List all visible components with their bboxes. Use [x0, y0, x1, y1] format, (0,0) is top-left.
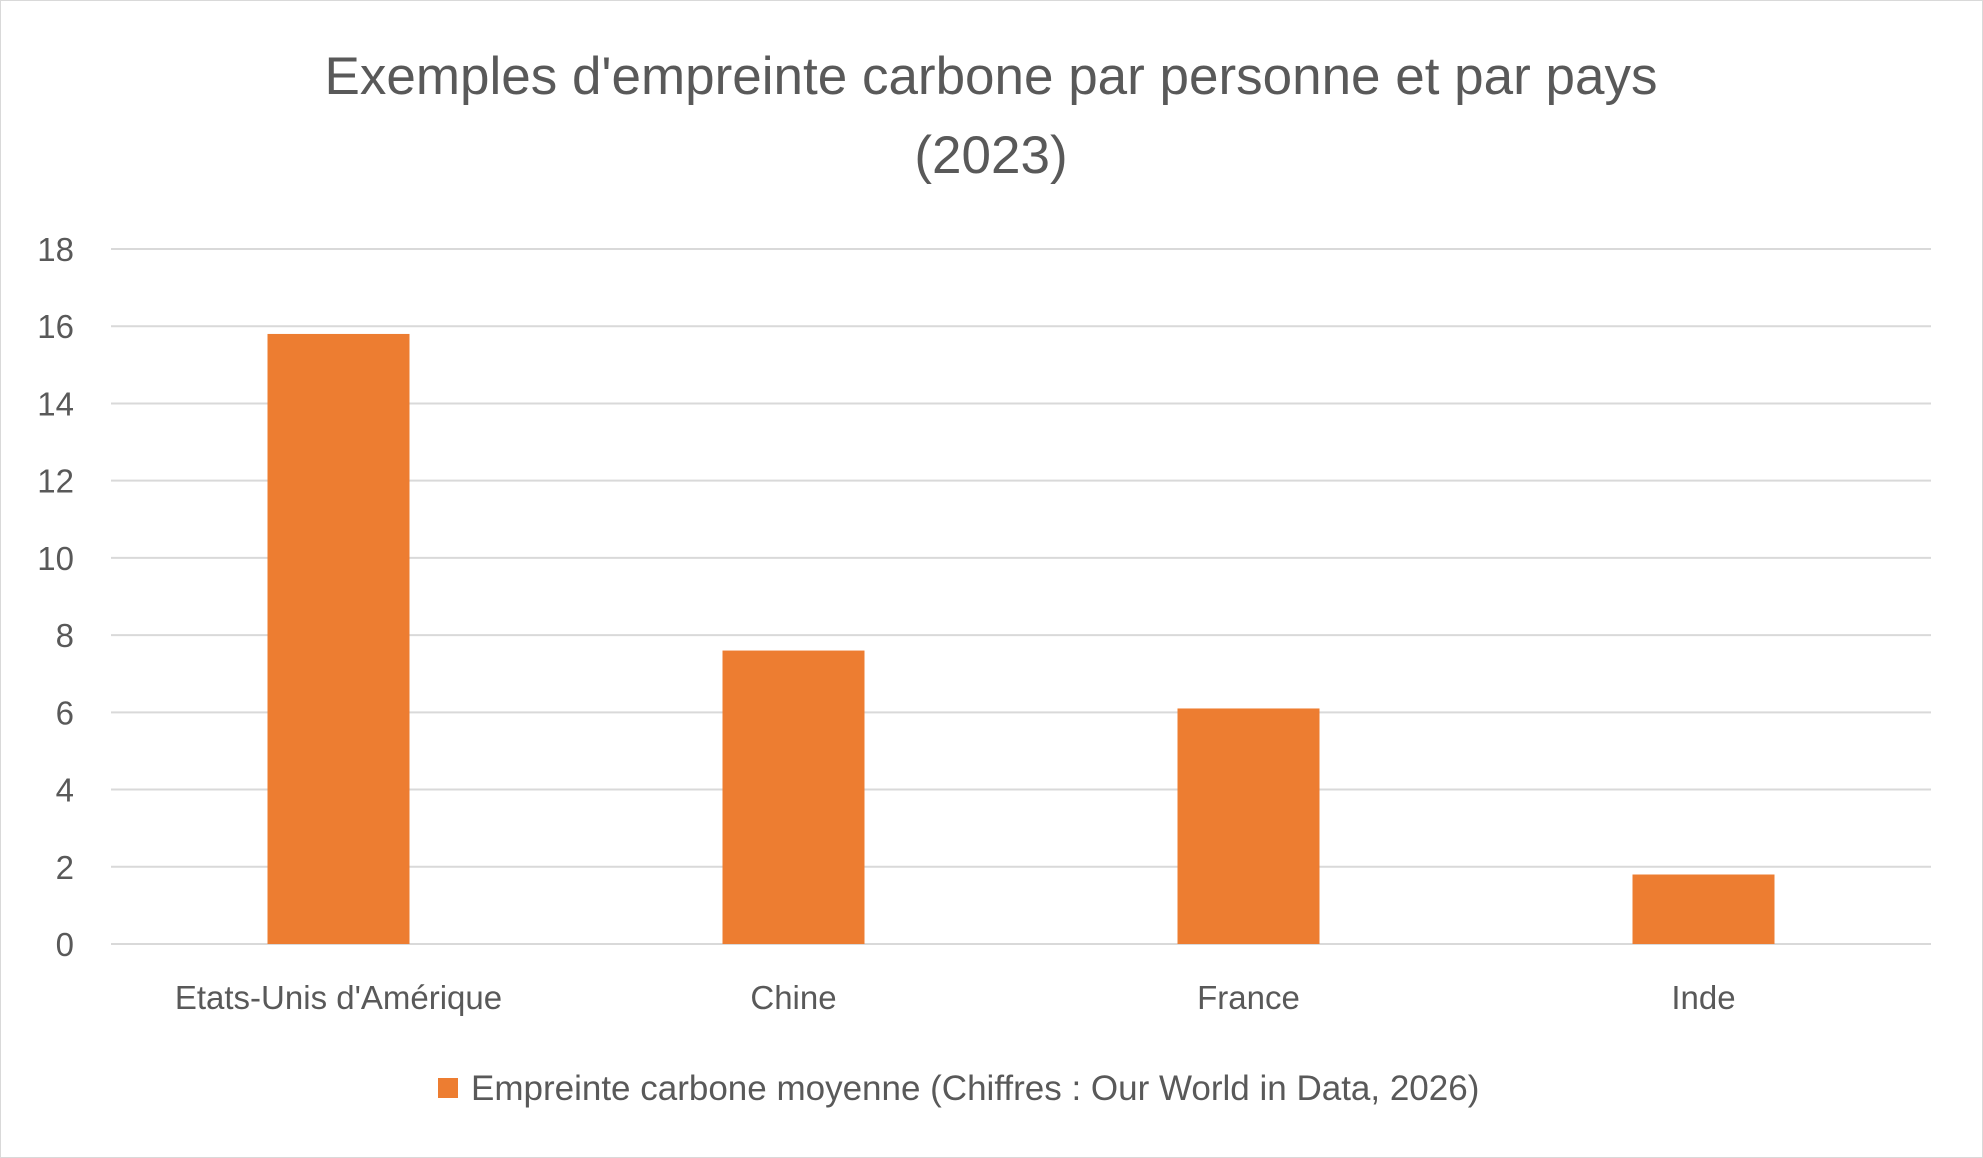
- chart-title: Exemples d'empreinte carbone par personn…: [325, 47, 1658, 185]
- bar-2: [722, 650, 865, 944]
- y-tick-label: 6: [56, 694, 74, 731]
- y-tick-label: 12: [37, 463, 74, 500]
- legend-swatch: [438, 1078, 458, 1098]
- x-tick-label: Etats-Unis d'Amérique: [175, 979, 502, 1016]
- x-tick-label: Inde: [1671, 979, 1735, 1016]
- y-tick-label: 16: [37, 308, 74, 345]
- legend: Empreinte carbone moyenne (Chiffres : Ou…: [438, 1069, 1479, 1108]
- legend-label: Empreinte carbone moyenne (Chiffres : Ou…: [471, 1069, 1479, 1108]
- y-tick-label: 18: [37, 231, 74, 268]
- bar-3: [1177, 708, 1320, 944]
- x-tick-label: France: [1197, 979, 1300, 1016]
- bar-4: [1632, 874, 1775, 944]
- x-tick-label: Chine: [750, 979, 836, 1016]
- x-axis-tick-labels: Etats-Unis d'Amérique Chine France Inde: [175, 979, 1736, 1016]
- y-tick-label: 0: [56, 926, 74, 963]
- gridlines: [111, 248, 1931, 945]
- y-tick-label: 4: [56, 772, 74, 809]
- y-axis-tick-labels: 0 2 4 6 8 10 12 14 16 18: [37, 231, 74, 963]
- y-tick-label: 10: [37, 540, 74, 577]
- y-tick-label: 14: [37, 385, 74, 422]
- y-tick-label: 8: [56, 617, 74, 654]
- chart-title-line-1: Exemples d'empreinte carbone par personn…: [325, 47, 1658, 106]
- bar-1: [267, 333, 410, 944]
- chart-title-line-2: (2023): [914, 126, 1067, 185]
- bars: [267, 333, 1775, 944]
- y-tick-label: 2: [56, 849, 74, 886]
